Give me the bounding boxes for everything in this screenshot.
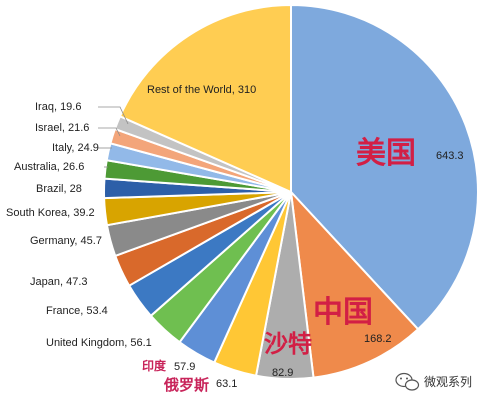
- watermark-text: 微观系列: [424, 375, 472, 389]
- label-usa-cn: 美国: [356, 136, 416, 171]
- label-china-value: 168.2: [364, 333, 392, 345]
- label-china-cn: 中国: [313, 295, 373, 330]
- label-brazil: Brazil, 28: [36, 183, 82, 195]
- label-rest-of-world: Rest of the World, 310: [147, 84, 256, 96]
- label-south-korea: South Korea, 39.2: [6, 207, 95, 219]
- leader-israel: [98, 127, 121, 137]
- wechat-icon: [395, 372, 420, 391]
- label-japan: Japan, 47.3: [30, 276, 88, 288]
- label-italy: Italy, 24.9: [52, 142, 99, 154]
- leader-lines: [98, 106, 129, 168]
- label-iraq: Iraq, 19.6: [35, 101, 81, 113]
- label-israel: Israel, 21.6: [35, 122, 89, 134]
- label-saudi-value: 82.9: [272, 367, 293, 379]
- label-usa-value: 643.3: [436, 150, 464, 162]
- label-australia: Australia, 26.6: [14, 161, 84, 173]
- label-india-value: 57.9: [174, 361, 195, 373]
- label-france: France, 53.4: [46, 305, 108, 317]
- label-united-kingdom: United Kingdom, 56.1: [46, 337, 152, 349]
- leader-iraq: [98, 106, 129, 125]
- label-russia-cn: 俄罗斯: [163, 376, 209, 394]
- pie-slice-rest-of-the-world: [118, 3, 292, 194]
- pie-slices: [103, 3, 479, 380]
- label-saudi-cn: 沙特: [264, 330, 312, 358]
- pie-slice-美国: [290, 3, 479, 331]
- pie-slice-中国: [289, 189, 420, 379]
- label-russia-value: 63.1: [216, 378, 237, 390]
- watermark: 微观系列: [395, 372, 472, 391]
- label-india-cn: 印度: [142, 358, 167, 373]
- label-germany: Germany, 45.7: [30, 235, 102, 247]
